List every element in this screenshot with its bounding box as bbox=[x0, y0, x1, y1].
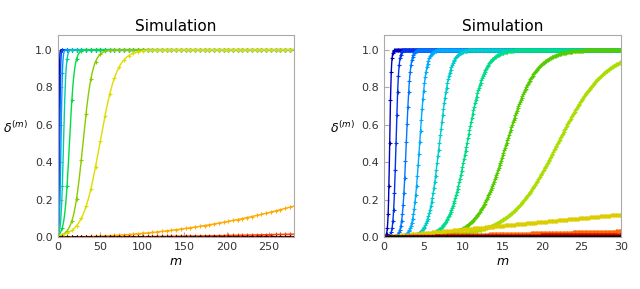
X-axis label: $m$: $m$ bbox=[169, 255, 182, 268]
Y-axis label: $\delta^{(m)}$: $\delta^{(m)}$ bbox=[330, 120, 355, 136]
Title: Simulation: Simulation bbox=[462, 18, 543, 34]
Title: Simulation: Simulation bbox=[135, 18, 216, 34]
X-axis label: $m$: $m$ bbox=[496, 255, 509, 268]
Y-axis label: $\delta^{(m)}$: $\delta^{(m)}$ bbox=[3, 120, 28, 136]
